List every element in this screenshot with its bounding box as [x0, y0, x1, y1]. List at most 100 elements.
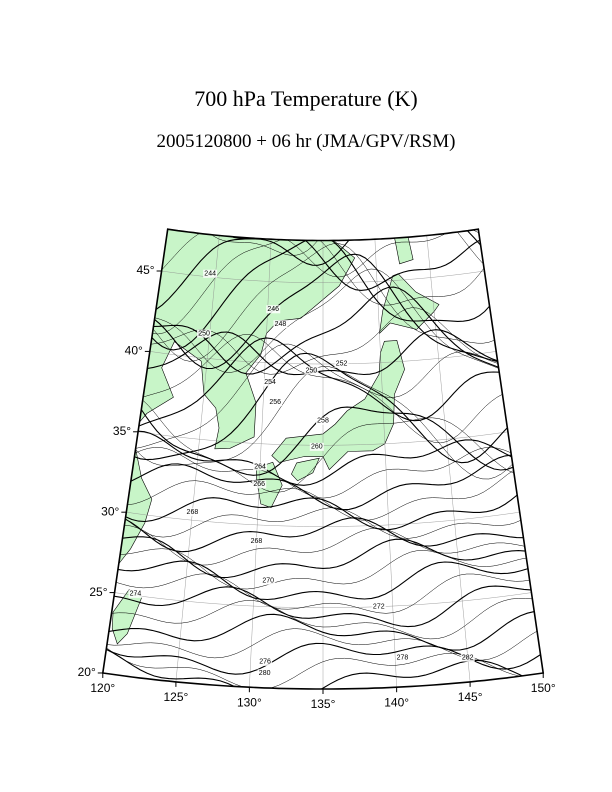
contour-line — [131, 393, 528, 493]
contour-label-bg — [252, 480, 267, 489]
contour-line — [110, 524, 539, 566]
contour-label: 256 — [269, 399, 281, 406]
contour-line — [108, 536, 540, 579]
contour-line — [130, 334, 511, 402]
land — [271, 340, 405, 471]
contour-line — [125, 337, 512, 432]
lon-tick-label: 130° — [237, 695, 262, 709]
meridian — [373, 229, 398, 689]
contour-label-bg — [258, 657, 273, 666]
contour-label: 254 — [264, 379, 276, 386]
contour-label: 260 — [311, 444, 323, 451]
contour-label-bg — [257, 669, 272, 678]
lon-tick-label: 135° — [311, 697, 336, 711]
contour-label-bg — [371, 602, 386, 611]
contour-label-bg — [253, 462, 268, 471]
lon-tick-label: 145° — [458, 690, 483, 704]
contour-label-bg — [304, 366, 319, 375]
lon-tick-label: 120° — [90, 681, 115, 695]
land — [379, 273, 440, 335]
map-subtitle: 2005120800 + 06 hr (JMA/GPV/RSM) — [157, 131, 456, 152]
contour-label: 274 — [130, 591, 142, 598]
contour-label-bg — [316, 416, 330, 425]
contour-line — [102, 625, 544, 661]
map-title: 700 hPa Temperature (K) — [194, 86, 417, 111]
contour-label: 268 — [187, 509, 199, 516]
contour-label: 248 — [275, 321, 287, 328]
parallel — [138, 349, 508, 365]
contour-line — [122, 352, 519, 464]
contour-label: 244 — [204, 271, 216, 278]
contour-label: 268 — [251, 538, 263, 545]
contour-label-bg — [266, 305, 281, 314]
contour-label-bg — [197, 329, 212, 338]
contour-line — [143, 253, 510, 370]
contour-line — [113, 484, 530, 531]
contour-label: 278 — [397, 654, 409, 661]
contour-label-bg — [273, 320, 288, 329]
contour-label: 258 — [317, 418, 329, 425]
contour-line — [122, 343, 514, 450]
contour-line — [114, 464, 526, 521]
contour-line — [120, 447, 525, 499]
contour-line — [104, 560, 542, 601]
contour-line — [102, 585, 544, 628]
contour-label-bg — [309, 442, 324, 451]
contour-label-bg — [263, 378, 278, 387]
lat-tick-label: 30° — [101, 504, 119, 518]
contour-line — [102, 639, 544, 675]
contour-label: 252 — [336, 361, 348, 368]
lon-tick-label: 150° — [531, 681, 556, 695]
contour-line — [113, 507, 534, 539]
contour-label-bg — [460, 653, 475, 662]
contour-label-bg — [249, 537, 264, 546]
contour-line — [102, 609, 544, 651]
lon-tick-label: 125° — [163, 690, 188, 704]
lat-tick-label: 25° — [89, 585, 107, 599]
contour-label: 282 — [462, 654, 474, 661]
contour-label-bg — [268, 398, 283, 407]
contour-label-bg — [203, 269, 218, 278]
contour-line — [102, 644, 544, 689]
lat-tick-label: 35° — [113, 424, 131, 438]
contour-line — [124, 366, 524, 480]
map-overlay: 244 246 248 250 250 252 254 256 258 260 264 266 268 2… — [78, 228, 556, 711]
meridian — [174, 229, 222, 689]
contour-label: 264 — [254, 463, 266, 470]
lat-tick-label: 40° — [125, 344, 143, 358]
lon-tick-label: 140° — [384, 695, 409, 709]
contour-line — [141, 233, 494, 335]
contour-line — [102, 598, 544, 640]
contour-line — [102, 637, 544, 689]
contour-label: 280 — [259, 670, 271, 677]
contour-label-bg — [395, 653, 410, 662]
contour-label: 266 — [253, 481, 265, 488]
contour-line — [102, 573, 544, 614]
parallel — [102, 590, 544, 608]
lat-tick-label: 45° — [136, 263, 154, 277]
contour-line — [155, 229, 495, 266]
lat-tick-label: 20° — [78, 665, 96, 679]
map-area — [102, 229, 544, 689]
contour-label-bg — [185, 508, 200, 517]
parallel — [113, 510, 533, 527]
contour-label: 250 — [306, 367, 318, 374]
map-frame — [101, 228, 545, 690]
contour-label: 270 — [262, 578, 274, 585]
land — [394, 236, 414, 265]
contour-label: 272 — [373, 604, 385, 611]
contour-label: 276 — [259, 659, 271, 666]
contour-line — [125, 430, 526, 486]
contour-line — [143, 232, 491, 315]
contour-line — [116, 454, 525, 511]
contour-line — [112, 513, 537, 553]
contour-line — [143, 268, 512, 374]
contour-line — [143, 243, 505, 362]
contour-label-bg — [334, 359, 349, 368]
contour-line — [134, 329, 510, 376]
contour-label-bg — [128, 589, 143, 598]
contour-label-bg — [261, 576, 276, 585]
contour-label: 246 — [267, 306, 279, 313]
contour-line — [106, 548, 541, 590]
